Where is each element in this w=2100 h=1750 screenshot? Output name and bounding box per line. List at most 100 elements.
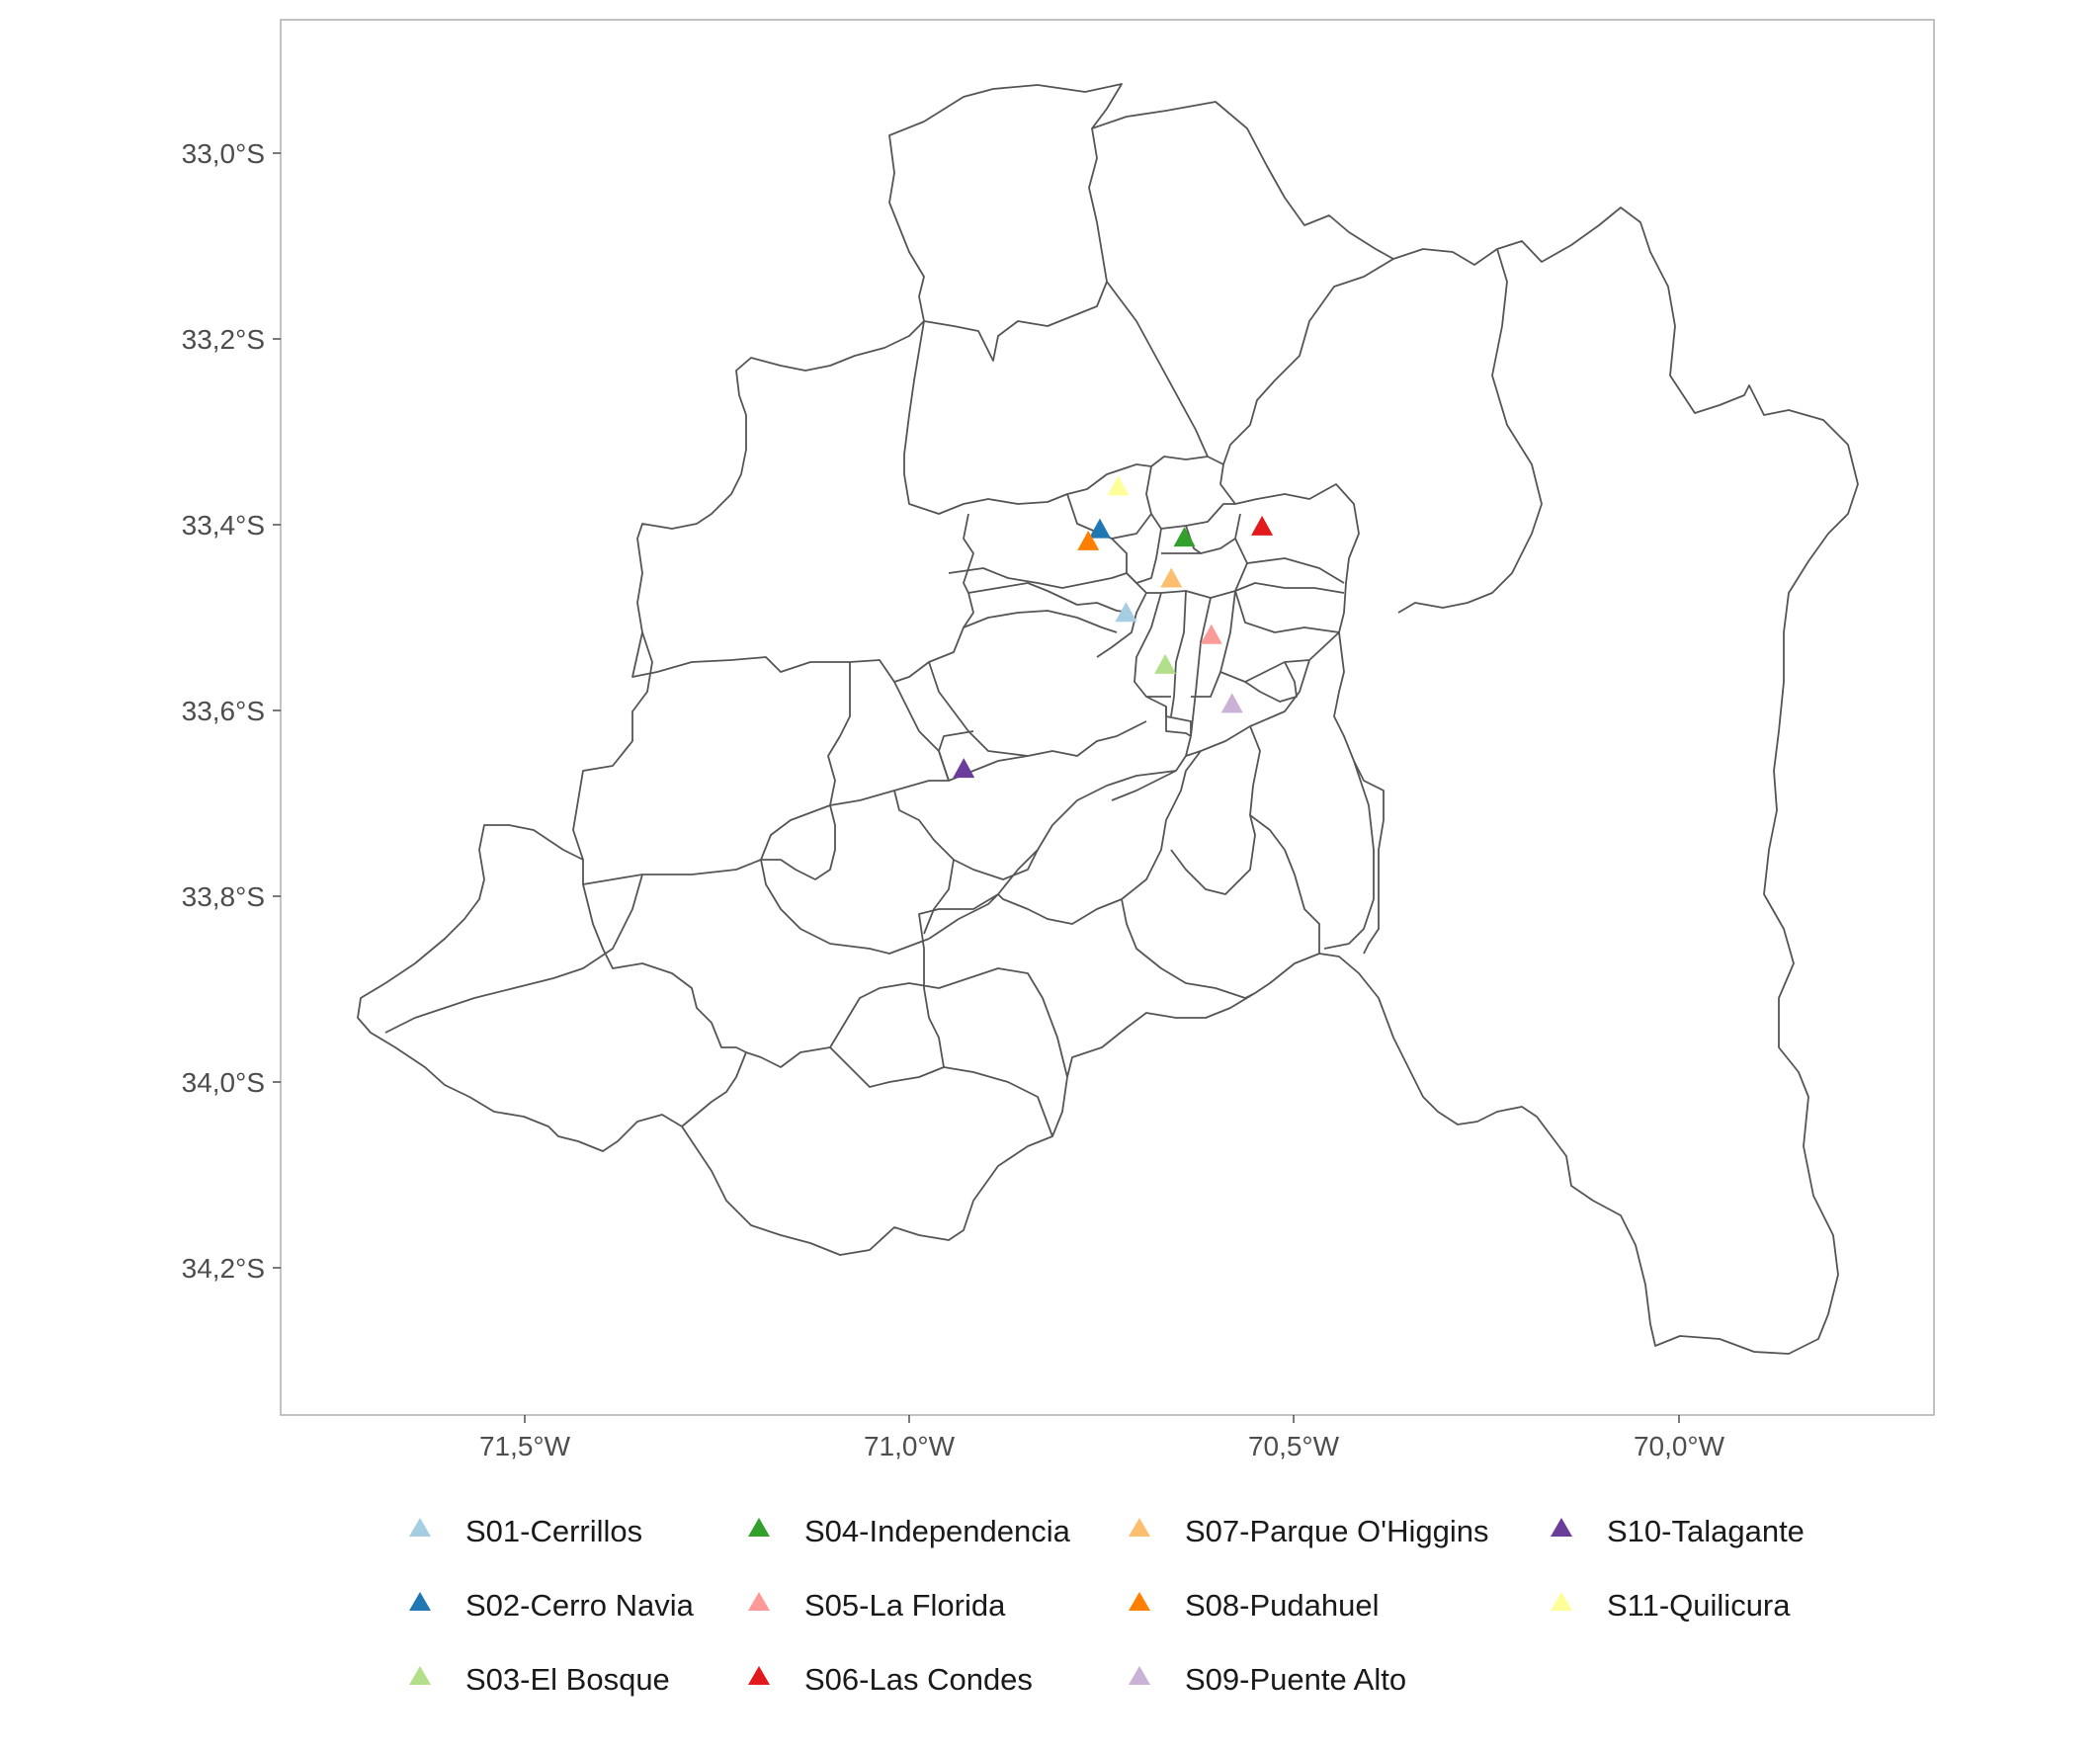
triangle-icon	[1551, 1592, 1572, 1611]
legend-label: S10-Talagante	[1607, 1514, 1805, 1548]
y-axis: 33,0°S 33,2°S 33,4°S 33,6°S 33,8°S 34,0°…	[182, 138, 281, 1284]
station-marker	[1077, 530, 1100, 550]
commune-boundary	[1234, 538, 1345, 584]
y-tick-label: 34,0°S	[182, 1067, 265, 1098]
station-marker	[1173, 527, 1196, 547]
station-marker	[1200, 624, 1222, 644]
commune-boundary	[1244, 661, 1298, 703]
commune-boundary	[963, 610, 1118, 633]
commune-boundary	[1170, 590, 1187, 717]
commune-boundary	[761, 804, 836, 880]
triangle-icon	[748, 1518, 770, 1537]
commune-boundary	[1222, 258, 1394, 465]
triangle-icon	[748, 1592, 770, 1611]
legend-item: S09-Puente Alto	[1120, 1660, 1406, 1700]
commune-boundary	[1170, 814, 1256, 895]
legend-item: S06-Las Condes	[739, 1660, 1033, 1700]
legend-label: S06-Las Condes	[804, 1662, 1033, 1697]
triangle-icon	[1129, 1666, 1150, 1685]
legend-item: S10-Talagante	[1542, 1512, 1805, 1551]
triangle-icon	[409, 1518, 431, 1537]
commune-boundary	[1111, 770, 1177, 801]
legend-label: S01-Cerrillos	[465, 1514, 643, 1548]
commune-boundary	[1219, 631, 1340, 683]
commune-boundary	[1096, 592, 1147, 658]
commune-boundary	[928, 893, 999, 940]
y-tick-label: 33,0°S	[182, 138, 265, 169]
commune-boundary	[1234, 582, 1345, 594]
commune-boundary	[1190, 597, 1212, 737]
commune-boundary	[943, 1066, 1053, 1137]
commune-boundary	[1165, 707, 1192, 737]
triangle-icon	[1129, 1592, 1150, 1611]
triangle-icon	[409, 1666, 431, 1685]
y-tick-label: 33,6°S	[182, 696, 265, 726]
commune-boundary	[827, 662, 851, 806]
commune-boundary	[903, 320, 1152, 515]
legend-label: S09-Puente Alto	[1185, 1662, 1407, 1697]
commune-boundary	[582, 883, 1068, 1078]
legend-label: S08-Pudahuel	[1185, 1588, 1380, 1623]
y-tick-label: 33,8°S	[182, 881, 265, 912]
commune-boundary	[1121, 898, 1256, 999]
legend-label: S11-Quilicura	[1607, 1588, 1791, 1623]
commune-boundary	[997, 735, 1192, 895]
station-marker	[1107, 475, 1130, 496]
station-marker	[1154, 653, 1177, 674]
commune-boundary	[1234, 590, 1340, 633]
station-marker	[953, 758, 975, 779]
region-outline	[357, 83, 1859, 1355]
commune-boundary	[1150, 503, 1235, 530]
legend-item: S05-La Florida	[739, 1586, 1005, 1625]
station-marker	[1220, 693, 1243, 713]
commune-boundary	[967, 582, 1133, 614]
x-axis: 71,5°W 71,0°W 70,5°W 70,0°W	[479, 1415, 1725, 1461]
legend-label: S03-El Bosque	[465, 1662, 670, 1697]
commune-boundary	[1353, 760, 1385, 955]
y-tick-label: 34,2°S	[182, 1253, 265, 1284]
commune-boundary	[893, 790, 1039, 880]
commune-boundary	[1249, 725, 1320, 954]
commune-boundary	[1106, 281, 1209, 458]
legend-item: S08-Pudahuel	[1120, 1586, 1380, 1625]
legend-item: S04-Independencia	[739, 1512, 1070, 1551]
commune-boundary	[923, 859, 955, 935]
legend: S01-Cerrillos S02-Cerro Navia S03-El Bos…	[400, 1512, 1883, 1739]
triangle-icon	[748, 1666, 770, 1685]
commune-boundaries	[357, 83, 1859, 1355]
station-markers	[953, 475, 1274, 779]
commune-boundary	[384, 874, 643, 1034]
station-marker	[1251, 515, 1274, 536]
commune-boundary	[1066, 465, 1152, 540]
triangle-icon	[1551, 1518, 1572, 1537]
commune-boundary	[938, 730, 974, 782]
commune-boundary	[681, 1051, 747, 1127]
legend-item: S07-Parque O'Higgins	[1120, 1512, 1488, 1551]
commune-boundary	[1150, 456, 1224, 467]
commune-boundary	[918, 893, 999, 1068]
x-tick-label: 70,0°W	[1634, 1431, 1725, 1461]
legend-item: S03-El Bosque	[400, 1660, 670, 1700]
legend-item: S02-Cerro Navia	[400, 1586, 694, 1625]
legend-label: S02-Cerro Navia	[465, 1588, 694, 1623]
legend-item: S11-Quilicura	[1542, 1586, 1791, 1625]
legend-item: S01-Cerrillos	[400, 1512, 642, 1551]
commune-boundary	[1134, 592, 1171, 698]
triangle-icon	[1129, 1518, 1150, 1537]
legend-label: S05-La Florida	[804, 1588, 1006, 1623]
y-tick-label: 33,2°S	[182, 324, 265, 355]
x-tick-label: 71,0°W	[864, 1431, 956, 1461]
commune-boundary	[928, 661, 1147, 757]
commune-boundary	[1323, 631, 1375, 950]
x-tick-label: 71,5°W	[479, 1431, 571, 1461]
y-tick-label: 33,4°S	[182, 510, 265, 541]
station-marker	[1088, 518, 1111, 539]
station-marker	[1160, 567, 1183, 588]
commune-boundary	[829, 1046, 945, 1088]
commune-boundary	[923, 127, 1108, 362]
commune-boundary	[1397, 248, 1543, 614]
legend-label: S07-Parque O'Higgins	[1185, 1514, 1489, 1548]
legend-label: S04-Independencia	[804, 1514, 1070, 1548]
x-tick-label: 70,5°W	[1248, 1431, 1340, 1461]
